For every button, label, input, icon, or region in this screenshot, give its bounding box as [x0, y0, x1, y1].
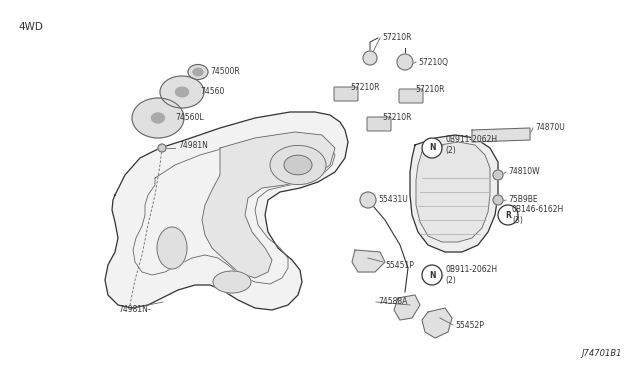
Text: 75B9BE: 75B9BE	[508, 196, 538, 205]
Circle shape	[422, 138, 442, 158]
Text: 74560: 74560	[200, 87, 225, 96]
Polygon shape	[202, 132, 335, 278]
Circle shape	[158, 144, 166, 152]
Text: 74810W: 74810W	[508, 167, 540, 176]
FancyBboxPatch shape	[367, 117, 391, 131]
Circle shape	[363, 51, 377, 65]
Polygon shape	[394, 295, 420, 320]
Text: 57210R: 57210R	[382, 33, 412, 42]
Text: 74588A: 74588A	[378, 298, 408, 307]
Ellipse shape	[193, 68, 203, 76]
Text: J74701B1: J74701B1	[582, 349, 622, 358]
Polygon shape	[410, 135, 498, 252]
Text: 74560L: 74560L	[175, 113, 204, 122]
Text: 0B146-6162H
(3): 0B146-6162H (3)	[512, 205, 564, 225]
Text: 74981N-: 74981N-	[118, 305, 150, 314]
Text: 57210Q: 57210Q	[418, 58, 448, 67]
Text: 55452P: 55452P	[455, 321, 484, 330]
Ellipse shape	[157, 227, 187, 269]
Text: 55431U: 55431U	[378, 196, 408, 205]
Circle shape	[493, 195, 503, 205]
Ellipse shape	[213, 271, 251, 293]
Text: N: N	[429, 144, 435, 153]
Text: 74870U: 74870U	[535, 124, 564, 132]
Ellipse shape	[152, 113, 164, 123]
Ellipse shape	[160, 76, 204, 108]
Ellipse shape	[132, 98, 184, 138]
Text: 57210R: 57210R	[415, 86, 445, 94]
Circle shape	[397, 54, 413, 70]
Ellipse shape	[270, 145, 326, 185]
Text: 4WD: 4WD	[18, 22, 43, 32]
FancyBboxPatch shape	[399, 89, 423, 103]
Circle shape	[493, 170, 503, 180]
Ellipse shape	[188, 64, 208, 80]
Text: 0B911-2062H
(2): 0B911-2062H (2)	[445, 135, 497, 155]
Text: N: N	[429, 270, 435, 279]
Circle shape	[498, 205, 518, 225]
FancyBboxPatch shape	[334, 87, 358, 101]
Text: 0B911-2062H
(2): 0B911-2062H (2)	[445, 265, 497, 285]
Ellipse shape	[175, 87, 189, 97]
Polygon shape	[416, 142, 490, 242]
Polygon shape	[352, 250, 385, 272]
Text: 74500R: 74500R	[210, 67, 240, 77]
Text: 74981N: 74981N	[178, 141, 208, 150]
Circle shape	[422, 265, 442, 285]
Text: R: R	[505, 211, 511, 219]
Circle shape	[360, 192, 376, 208]
Polygon shape	[472, 128, 530, 142]
Text: 57210R: 57210R	[350, 83, 380, 93]
Text: 55451P: 55451P	[385, 260, 414, 269]
Text: 57210R: 57210R	[382, 113, 412, 122]
Ellipse shape	[284, 155, 312, 175]
Polygon shape	[105, 112, 348, 310]
Polygon shape	[422, 308, 452, 338]
